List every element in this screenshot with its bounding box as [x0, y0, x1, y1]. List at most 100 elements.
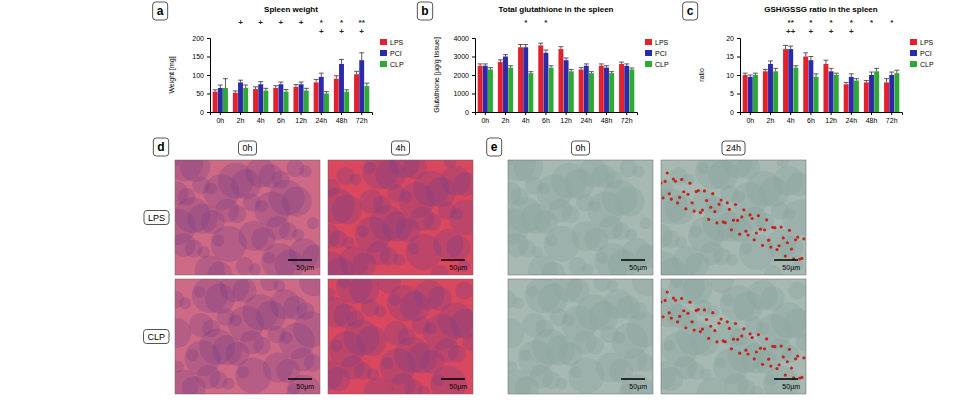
- significance-marker: +: [238, 18, 243, 27]
- significance-marker: +: [809, 27, 814, 36]
- y-tick-label: 3000: [453, 53, 469, 60]
- micrograph-texture: [732, 338, 735, 341]
- micrograph-texture: [736, 160, 760, 179]
- micrograph-texture: [637, 354, 653, 372]
- micrograph-texture: [682, 190, 685, 193]
- y-tick-mark: [207, 38, 210, 39]
- y-axis-title: Weight [mg]: [168, 56, 176, 93]
- error-bar-cap: [773, 68, 778, 69]
- x-tick-mark: [831, 112, 832, 115]
- x-tick: 24h: [580, 112, 592, 124]
- micrograph-texture: [705, 199, 708, 202]
- error-bar: [829, 68, 834, 71]
- row-header-box: [144, 211, 169, 225]
- x-tick-label: 0h: [481, 117, 489, 124]
- micrograph-texture: [661, 367, 683, 391]
- x-tick-mark: [485, 112, 486, 115]
- legend-label: CLP: [655, 61, 669, 68]
- error-bar-cap: [238, 80, 243, 81]
- error-bar-cap: [359, 52, 364, 53]
- x-tick-mark: [525, 112, 526, 115]
- micrograph-texture: [538, 284, 568, 314]
- x-tick-mark: [361, 112, 362, 115]
- micrograph-texture: [784, 254, 787, 257]
- micrograph-texture: [700, 368, 712, 380]
- error-bar-cap: [558, 46, 563, 47]
- micrograph-texture: [508, 318, 524, 348]
- micrograph-texture: [676, 201, 679, 204]
- x-tick-label: 2h: [237, 117, 245, 124]
- micrograph-texture: [759, 347, 762, 350]
- error-bar-cap: [263, 88, 268, 89]
- error-bar-cap: [854, 78, 859, 79]
- micrograph-texture: [423, 314, 459, 350]
- error-bar-stem: [816, 74, 817, 77]
- error-bar: [849, 74, 854, 77]
- x-tick: 48h: [336, 112, 348, 124]
- micrograph-texture: [761, 244, 764, 247]
- x-axis-line: [211, 113, 373, 116]
- micrograph-texture: [661, 315, 664, 318]
- micrograph-texture: [175, 360, 184, 372]
- bar: [518, 47, 523, 112]
- y-tick-label: 0: [730, 109, 734, 116]
- legend-swatch: [645, 50, 652, 56]
- x-tick: 48h: [601, 112, 613, 124]
- micrograph-texture: [584, 227, 608, 251]
- x-axis-line: [476, 113, 638, 116]
- legend-swatch: [645, 61, 652, 67]
- bar: [344, 92, 349, 112]
- x-tick-label: 72h: [356, 117, 368, 124]
- micrograph-texture: [678, 196, 681, 199]
- micrograph-frame: [661, 160, 806, 275]
- legend-label: CLP: [920, 61, 934, 68]
- error-bar-cap: [579, 67, 584, 68]
- scale-bar: [774, 259, 798, 261]
- error-bar-cap: [564, 57, 569, 58]
- micrograph-texture: [742, 327, 745, 330]
- error-bar-cap: [538, 43, 543, 44]
- x-tick-label: 72h: [886, 117, 898, 124]
- micrograph-texture: [423, 213, 441, 231]
- micrograph: [175, 279, 320, 394]
- error-bar: [498, 60, 503, 62]
- micrograph-texture: [777, 363, 780, 366]
- x-tick-label: 0h: [216, 117, 224, 124]
- error-bar: [823, 60, 828, 64]
- error-bar-cap: [788, 46, 793, 47]
- y-axis-line: [472, 39, 476, 113]
- plot-area: [743, 45, 900, 112]
- micrograph-texture: [717, 203, 720, 206]
- y-tick-label: 2000: [453, 72, 469, 79]
- micrograph-texture: [420, 350, 444, 374]
- error-bar-cap: [273, 85, 278, 86]
- y-tick-label: 150: [192, 53, 204, 60]
- error-bar-cap: [829, 68, 834, 69]
- error-bar: [528, 72, 533, 73]
- micrograph-texture: [788, 229, 791, 232]
- significance-marker: +: [849, 27, 854, 36]
- chart-title: GSH/GSSG ratio in the spleen: [764, 5, 877, 14]
- micrograph-texture: [731, 182, 767, 218]
- error-bar-stem: [220, 85, 221, 88]
- significance-marker: *: [890, 18, 894, 27]
- micrograph-texture: [740, 334, 743, 337]
- bar: [523, 47, 528, 112]
- error-bar: [874, 68, 879, 71]
- bar: [773, 71, 778, 112]
- y-axis-line: [737, 39, 741, 113]
- bar: [849, 77, 854, 112]
- micrograph-texture: [670, 317, 673, 320]
- y-tick-mark: [737, 94, 740, 95]
- panel-letter: e: [487, 138, 502, 156]
- micrograph-texture: [748, 332, 751, 335]
- error-bar: [304, 88, 309, 90]
- error-bar-cap: [299, 82, 304, 83]
- panel-letter: a: [153, 2, 168, 20]
- micrograph-texture: [448, 345, 466, 363]
- micrograph-texture: [608, 250, 638, 275]
- error-bar: [793, 66, 798, 68]
- y-tick-mark: [472, 94, 475, 95]
- micrograph-texture: [709, 325, 712, 328]
- micrograph-texture: [178, 188, 196, 206]
